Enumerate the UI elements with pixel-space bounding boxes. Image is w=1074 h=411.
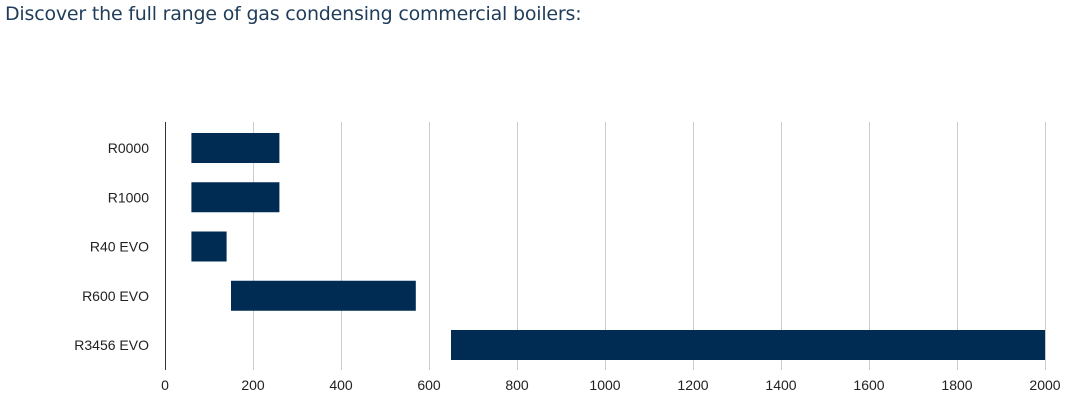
x-tick-label: 1200 <box>677 377 708 393</box>
x-tick-label: 2000 <box>1029 377 1060 393</box>
x-tick-label: 1000 <box>589 377 620 393</box>
bar-r1000 <box>191 182 280 213</box>
chart-gridlines <box>253 122 1046 370</box>
category-label: R40 EVO <box>90 239 149 255</box>
bar-r0000 <box>191 133 280 163</box>
x-tick-label: 200 <box>241 377 265 393</box>
category-label: R600 EVO <box>82 288 149 304</box>
x-tick-label: 600 <box>417 377 441 393</box>
x-tick-label: 1600 <box>853 377 884 393</box>
chart-labels: 0 200 400 600 800 1000 1200 1400 1600 1800 2000 R00… <box>74 140 1060 393</box>
page-heading: Discover the full range of gas condensin… <box>5 3 582 25</box>
x-tick-label: 1800 <box>941 377 972 393</box>
bar-r40-evo <box>191 231 227 262</box>
bar-r3456-evo <box>451 330 1045 360</box>
category-label: R0000 <box>108 140 149 156</box>
bar-r600-evo <box>231 280 416 311</box>
category-label: R1000 <box>108 189 149 205</box>
x-tick-label: 1400 <box>765 377 796 393</box>
x-tick-label: 400 <box>329 377 353 393</box>
x-tick-label: 800 <box>505 377 529 393</box>
x-tick-label: 0 <box>161 377 169 393</box>
chart-bars <box>191 133 1045 360</box>
category-label: R3456 EVO <box>74 337 149 353</box>
